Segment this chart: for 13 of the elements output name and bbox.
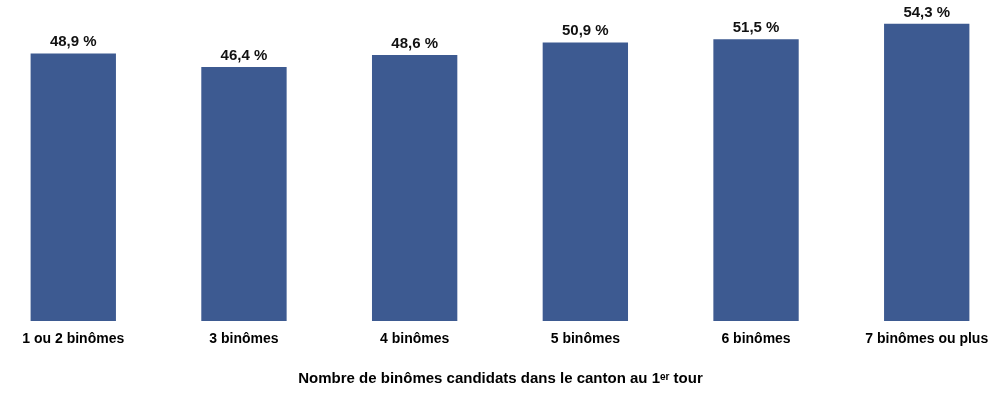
data-label: 50,9 % xyxy=(561,21,609,39)
x-tick-label: 6 binômes xyxy=(721,329,791,346)
x-tick-label: 3 binômes xyxy=(209,329,279,346)
x-tick-label: 4 binômes xyxy=(380,329,450,346)
x-tick-label: 7 binômes ou plus xyxy=(865,329,989,346)
data-label: 54,3 % xyxy=(903,2,951,20)
data-label: 51,5 % xyxy=(732,18,780,36)
x-axis-title: Nombre de binômes candidats dans le canton au 1ᵉʳ tour xyxy=(298,368,703,386)
data-label: 46,4 % xyxy=(220,46,268,64)
x-tick-label: 5 binômes xyxy=(550,329,621,346)
data-label: 48,9 % xyxy=(49,32,97,50)
data-label: 48,6 % xyxy=(391,34,439,52)
x-tick-label: 1 ou 2 binômes xyxy=(22,329,125,346)
